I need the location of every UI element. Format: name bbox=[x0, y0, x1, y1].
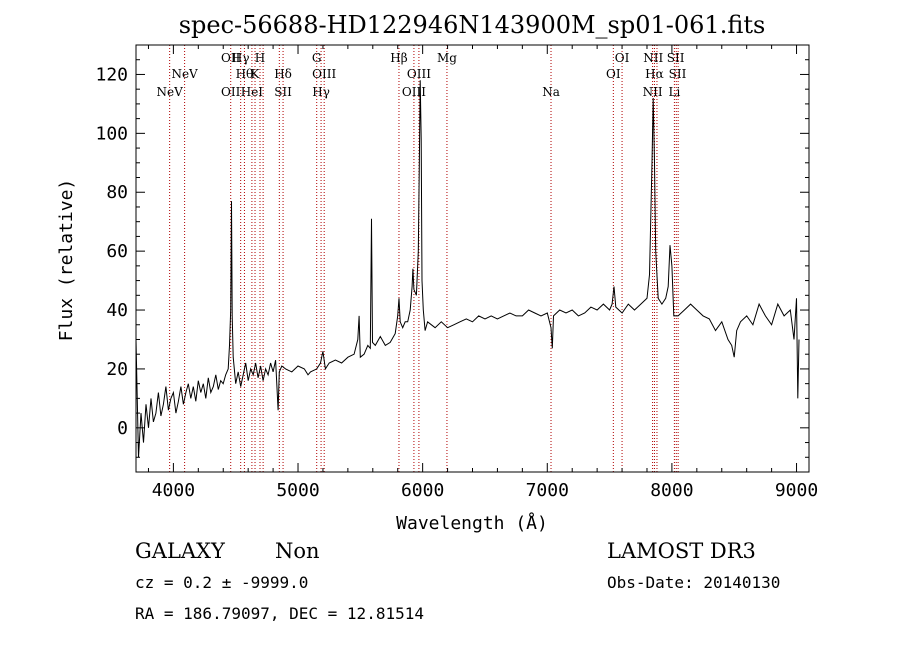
x-tick-label: 7000 bbox=[526, 480, 569, 501]
emission-line-label: NeV bbox=[171, 67, 198, 81]
y-tick-label: 80 bbox=[106, 182, 128, 203]
emission-line-label: OIII bbox=[402, 85, 426, 99]
x-tick-label: 6000 bbox=[401, 480, 444, 501]
object-subclass: Non bbox=[275, 539, 320, 563]
emission-line-label: NII bbox=[643, 85, 663, 99]
x-tick-label: 9000 bbox=[775, 480, 818, 501]
x-tick-label: 5000 bbox=[276, 480, 319, 501]
emission-line-label: Hδ bbox=[274, 67, 292, 81]
y-tick-label: 20 bbox=[106, 359, 128, 380]
emission-line-label: Hβ bbox=[390, 51, 407, 65]
emission-line-label: Li bbox=[668, 85, 680, 99]
emission-line-markers bbox=[169, 45, 679, 472]
emission-line-label: Hθ bbox=[236, 67, 254, 81]
x-axis: 4000 5000 6000 7000 8000 9000 bbox=[147, 45, 818, 501]
plot-area: NeVNeVOIIOIIHγHθHKHeIHδSIIGOIIIHγHβOIIIO… bbox=[95, 44, 818, 501]
redshift-cz: cz = 0.2 ± -9999.0 bbox=[135, 573, 308, 592]
emission-line-label: SII bbox=[274, 85, 292, 99]
emission-line-label: K bbox=[251, 67, 261, 81]
y-tick-label: 40 bbox=[106, 300, 128, 321]
emission-line-label: G bbox=[312, 51, 322, 65]
y-tick-label: 100 bbox=[95, 123, 128, 144]
emission-line-label: Mg bbox=[437, 51, 457, 65]
y-tick-label: 0 bbox=[117, 418, 128, 439]
emission-line-label: OIII bbox=[407, 67, 431, 81]
survey-name: LAMOST DR3 bbox=[607, 539, 756, 563]
object-class: GALAXY bbox=[135, 539, 226, 563]
observation-date: Obs-Date: 20140130 bbox=[607, 573, 780, 592]
emission-line-label: SII bbox=[667, 51, 685, 65]
emission-line-label: H bbox=[255, 51, 265, 65]
emission-line-label: OIII bbox=[312, 67, 336, 81]
plot-frame bbox=[135, 44, 810, 473]
emission-line-label: Hγ bbox=[232, 51, 250, 65]
emission-line-label: OI bbox=[615, 51, 630, 65]
x-axis-label: Wavelength (Å) bbox=[396, 512, 548, 534]
y-tick-label: 60 bbox=[106, 241, 128, 262]
y-tick-label: 120 bbox=[95, 64, 128, 85]
emission-line-label: NII bbox=[643, 51, 663, 65]
emission-line-label: HeI bbox=[241, 85, 264, 99]
y-axis: 0 20 40 60 80 100 120 bbox=[95, 44, 809, 458]
emission-line-label: Hα bbox=[645, 67, 664, 81]
y-axis-label: Flux (relative) bbox=[56, 179, 77, 342]
emission-line-label: Na bbox=[542, 85, 560, 99]
emission-line-label: SII bbox=[669, 67, 687, 81]
emission-line-labels: NeVNeVOIIOIIHγHθHKHeIHδSIIGOIIIHγHβOIIIO… bbox=[157, 51, 687, 99]
x-tick-label: 8000 bbox=[650, 480, 693, 501]
emission-line-label: OI bbox=[606, 67, 621, 81]
emission-line-label: NeV bbox=[157, 85, 184, 99]
x-tick-label: 4000 bbox=[152, 480, 195, 501]
chart-title: spec-56688-HD122946N143900M_sp01-061.fit… bbox=[179, 11, 766, 39]
emission-line-label: Hγ bbox=[312, 85, 330, 99]
emission-line-label: OII bbox=[221, 85, 241, 99]
spectrum-series-line bbox=[135, 80, 800, 458]
emission-line-label: OII bbox=[221, 51, 241, 65]
ra-dec-coordinates: RA = 186.79097, DEC = 12.81514 bbox=[135, 604, 424, 623]
